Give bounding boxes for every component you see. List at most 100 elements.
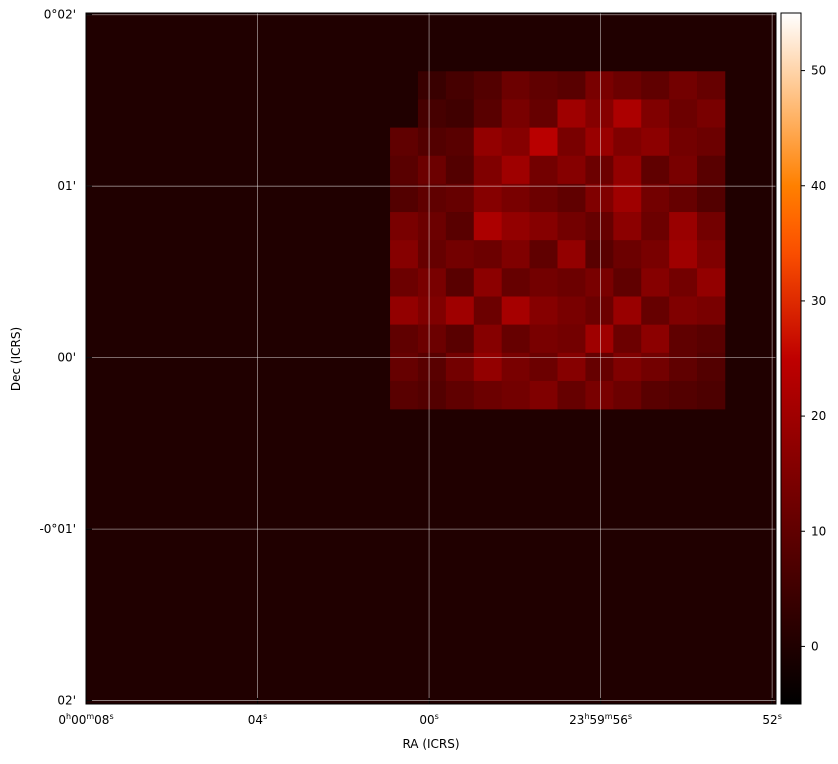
image-cell: [445, 99, 475, 128]
image-cell: [669, 71, 698, 100]
image-cell: [557, 71, 586, 100]
image-cell: [390, 268, 419, 297]
image-cell: [557, 268, 586, 297]
image-cell: [613, 352, 642, 382]
image-cell: [473, 352, 502, 382]
image-cell: [557, 212, 586, 241]
image-cell: [501, 352, 530, 382]
image-cell: [697, 296, 726, 325]
image-cell: [697, 155, 726, 185]
image-cell: [669, 155, 698, 185]
image-cell: [585, 324, 614, 354]
image-cell: [473, 183, 502, 213]
image-cell: [697, 127, 726, 157]
x-tick-label: 23h59m56s: [569, 712, 632, 727]
image-cell: [501, 71, 530, 100]
image-cell: [417, 71, 447, 100]
image-cell: [390, 155, 419, 185]
image-cell: [613, 240, 642, 269]
image-cell: [697, 352, 726, 382]
image-cell: [473, 71, 502, 100]
image-cell: [585, 352, 614, 382]
image-cell: [585, 240, 614, 269]
image-cell: [557, 352, 586, 382]
colorbar-tick-label: 10: [811, 524, 826, 538]
image-cell: [417, 183, 447, 213]
image-cell: [529, 380, 558, 410]
image-cell: [390, 71, 419, 100]
x-tick-label: 04s: [248, 712, 267, 727]
image-cell: [473, 99, 502, 128]
image-cell: [641, 324, 670, 354]
image-cell: [417, 352, 447, 382]
image-cell: [529, 240, 558, 269]
image-cell: [529, 155, 558, 185]
image-cell: [501, 155, 530, 185]
image-cell: [585, 183, 614, 213]
image-cell: [697, 240, 726, 269]
image-cell: [390, 183, 419, 213]
image-cell: [585, 212, 614, 241]
image-cell: [697, 268, 726, 297]
image-cell: [529, 127, 558, 157]
image-cell: [585, 296, 614, 325]
image-cell: [669, 240, 698, 269]
image-cell: [390, 324, 419, 354]
image-cell: [613, 380, 642, 410]
image-cell: [557, 296, 586, 325]
image-cell: [669, 324, 698, 354]
image-cell: [529, 212, 558, 241]
image-cell: [669, 99, 698, 128]
image-cell: [641, 71, 670, 100]
colorbar-tick-label: 40: [811, 179, 826, 193]
image-cell: [417, 155, 447, 185]
image-cell: [390, 380, 419, 410]
image-cell: [613, 155, 642, 185]
image-cell: [390, 212, 419, 241]
image-cell: [529, 183, 558, 213]
y-tick-label: 0°02': [44, 8, 76, 22]
image-cell: [473, 127, 502, 157]
image-cell: [529, 324, 558, 354]
image-cell: [557, 155, 586, 185]
image-cell: [613, 268, 642, 297]
image-cell: [557, 99, 586, 128]
image-cell: [417, 296, 447, 325]
x-tick-label: 0h00m08s: [58, 712, 113, 727]
image-cell: [445, 212, 475, 241]
image-cell: [585, 268, 614, 297]
y-tick-label: -0°01': [39, 522, 76, 536]
image-cell: [529, 99, 558, 128]
image-cell: [697, 71, 726, 100]
image-cell: [669, 183, 698, 213]
image-cell: [669, 268, 698, 297]
y-tick-label: 00': [57, 351, 76, 365]
image-cell: [501, 380, 530, 410]
y-tick-label: 01': [57, 179, 76, 193]
image-cell: [585, 71, 614, 100]
image-cell: [445, 127, 475, 157]
image-cell: [641, 240, 670, 269]
image-cell: [417, 99, 447, 128]
image-cell: [445, 240, 475, 269]
image-cell: [557, 324, 586, 354]
image-cell: [613, 71, 642, 100]
image-cell: [417, 324, 447, 354]
image-cell: [697, 212, 726, 241]
image-cell: [669, 352, 698, 382]
image-cell: [501, 268, 530, 297]
colorbar-tick-label: 20: [811, 409, 826, 423]
image-cell: [585, 99, 614, 128]
image-cell: [390, 296, 419, 325]
image-cell: [417, 212, 447, 241]
image-cell: [669, 127, 698, 157]
image-cell: [501, 99, 530, 128]
image-cell: [445, 71, 475, 100]
image-cell: [557, 183, 586, 213]
image-cell: [613, 324, 642, 354]
image-cell: [557, 127, 586, 157]
image-cell: [669, 380, 698, 410]
x-tick-label: 00s: [419, 712, 438, 727]
image-cell: [390, 352, 419, 382]
image-cell: [417, 127, 447, 157]
